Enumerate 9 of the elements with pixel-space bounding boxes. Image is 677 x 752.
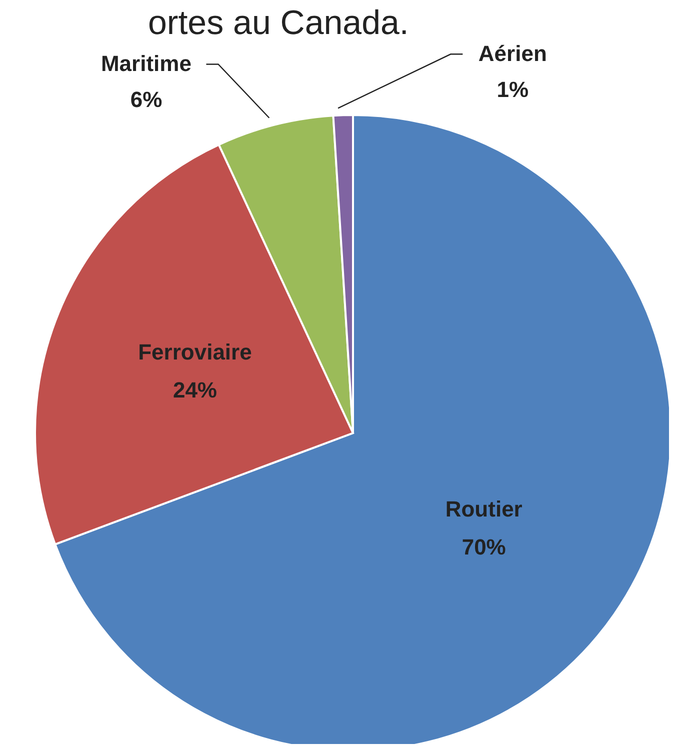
data-label: 6% xyxy=(130,87,162,112)
slice-label: Aérien xyxy=(478,41,547,66)
data-label: 1% xyxy=(496,77,529,102)
slice-label: Ferroviaire xyxy=(138,339,252,364)
data-label: 70% xyxy=(462,534,506,560)
chart-title: ortes au Canada. xyxy=(148,4,409,43)
data-label: 24% xyxy=(172,377,218,402)
slice-label: Routier xyxy=(445,496,523,522)
slice-label: Maritime xyxy=(100,51,192,76)
